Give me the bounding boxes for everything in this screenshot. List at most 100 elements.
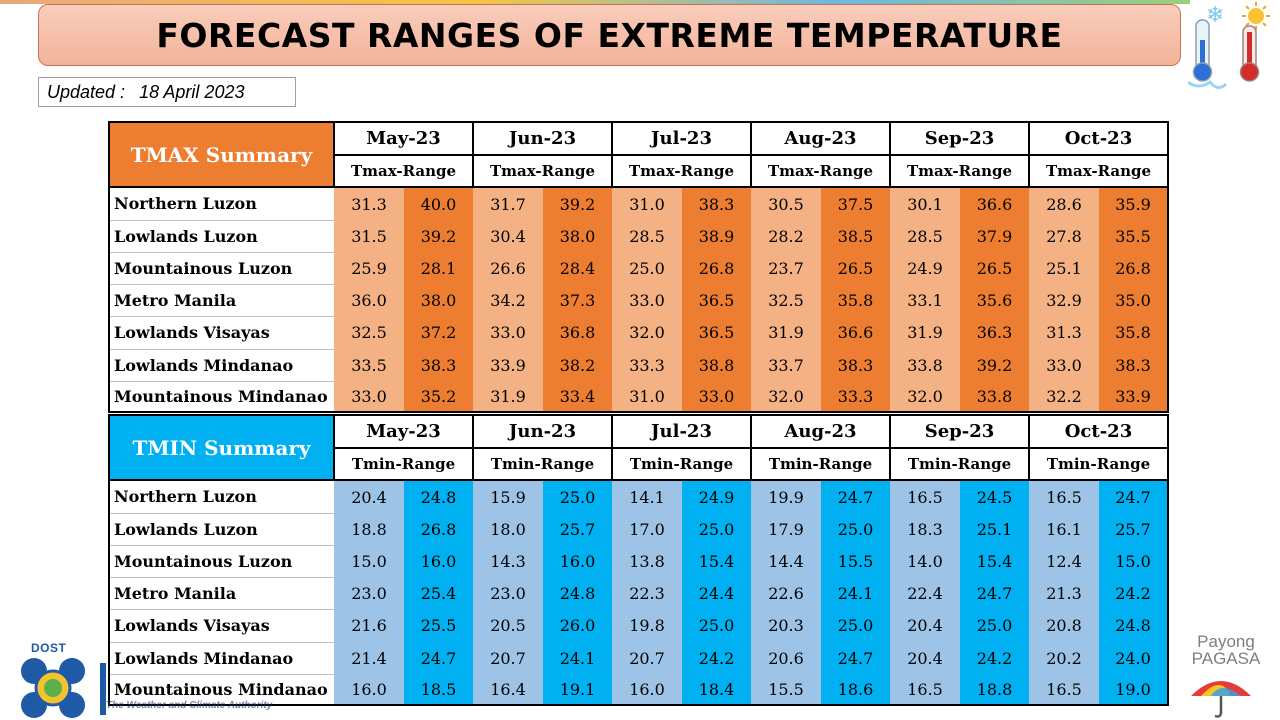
range-min-value: 13.8 [612, 545, 682, 577]
range-min-value: 32.5 [751, 284, 821, 316]
range-min-value: 17.0 [612, 513, 682, 545]
range-max-value: 24.7 [821, 480, 890, 513]
tmin-month-header: Sep-23 [889, 414, 1030, 449]
region-name: Mountainous Luzon [108, 545, 334, 578]
region-name: Mountainous Mindanao [108, 674, 334, 706]
range-min-value: 31.5 [334, 220, 404, 252]
tmax-month-header: Jun-23 [472, 121, 613, 156]
range-max-value: 19.0 [1099, 674, 1169, 706]
range-min-value: 14.3 [473, 545, 543, 577]
range-max-value: 38.9 [682, 220, 751, 252]
range-min-value: 21.3 [1029, 577, 1099, 609]
range-min-value: 31.7 [473, 187, 543, 220]
range-max-value: 35.5 [1099, 220, 1169, 252]
range-min-value: 20.4 [890, 609, 960, 642]
range-max-value: 18.8 [960, 674, 1029, 706]
tmax-range-header: Tmax-Range [333, 154, 474, 188]
range-min-value: 14.0 [890, 545, 960, 577]
range-max-value: 38.2 [543, 349, 612, 381]
range-max-value: 15.4 [960, 545, 1029, 577]
range-max-value: 25.5 [404, 609, 473, 642]
range-max-value: 16.0 [404, 545, 473, 577]
table-row: Northern Luzon 20.4 24.8 15.9 25.0 14.1 24.9 19… [108, 480, 1169, 514]
updated-label: Updated : [47, 82, 126, 102]
range-min-value: 28.5 [612, 220, 682, 252]
range-max-value: 35.2 [404, 381, 473, 413]
range-min-value: 33.1 [890, 284, 960, 316]
range-min-value: 16.5 [1029, 480, 1099, 513]
range-max-value: 24.5 [960, 480, 1029, 513]
range-min-value: 20.8 [1029, 609, 1099, 642]
tmax-summary-label: TMAX Summary [108, 121, 335, 188]
range-max-value: 28.1 [404, 252, 473, 284]
region-name: Mountainous Mindanao [108, 381, 334, 413]
range-max-value: 35.8 [821, 284, 890, 316]
range-max-value: 33.8 [960, 381, 1029, 413]
tmin-month-header: Oct-23 [1028, 414, 1169, 449]
tmax-range-header: Tmax-Range [889, 154, 1030, 188]
range-max-value: 25.0 [821, 513, 890, 545]
range-min-value: 33.0 [1029, 349, 1099, 381]
range-max-value: 33.4 [543, 381, 612, 413]
range-max-value: 25.0 [682, 513, 751, 545]
table-row: Lowlands Luzon 31.5 39.2 30.4 38.0 28.5 38.9 28… [108, 220, 1169, 253]
range-max-value: 26.5 [960, 252, 1029, 284]
range-min-value: 18.0 [473, 513, 543, 545]
range-min-value: 36.0 [334, 284, 404, 316]
pagasa-line1: Payong [1197, 632, 1255, 651]
title-banner: FORECAST RANGES OF EXTREME TEMPERATURE [38, 4, 1181, 66]
range-max-value: 37.5 [821, 187, 890, 220]
range-min-value: 33.0 [334, 381, 404, 413]
range-max-value: 28.4 [543, 252, 612, 284]
region-name: Lowlands Luzon [108, 220, 334, 253]
tmax-range-header: Tmax-Range [750, 154, 891, 188]
range-max-value: 25.4 [404, 577, 473, 609]
table-row: Mountainous Mindanao 16.0 18.5 16.4 19.1 16.0… [108, 674, 1169, 706]
range-max-value: 33.0 [682, 381, 751, 413]
range-min-value: 18.3 [890, 513, 960, 545]
range-min-value: 31.3 [1029, 316, 1099, 349]
tmin-summary-table: TMIN Summary May-23 Jun-23 Jul-23 Aug-23 Sep-… [108, 414, 1169, 706]
region-name: Metro Manila [108, 577, 334, 610]
range-min-value: 19.9 [751, 480, 821, 513]
range-max-value: 37.2 [404, 316, 473, 349]
range-min-value: 30.4 [473, 220, 543, 252]
thermometer-icons: ❄ [1188, 2, 1270, 89]
range-max-value: 25.7 [1099, 513, 1169, 545]
range-max-value: 35.6 [960, 284, 1029, 316]
range-max-value: 15.0 [1099, 545, 1169, 577]
range-min-value: 33.9 [473, 349, 543, 381]
page-title: FORECAST RANGES OF EXTREME TEMPERATURE [156, 15, 1063, 55]
range-max-value: 26.8 [404, 513, 473, 545]
region-name: Metro Manila [108, 284, 334, 317]
tmin-range-header: Tmin-Range [472, 447, 613, 481]
range-min-value: 32.0 [751, 381, 821, 413]
tmax-summary-table: TMAX Summary May-23 Jun-23 Jul-23 Aug-23 Sep-… [108, 121, 1169, 413]
table-row: Mountainous Luzon 25.9 28.1 26.6 28.4 25.0 26.… [108, 252, 1169, 285]
range-min-value: 22.4 [890, 577, 960, 609]
range-min-value: 32.0 [612, 316, 682, 349]
range-max-value: 15.5 [821, 545, 890, 577]
range-max-value: 26.0 [543, 609, 612, 642]
updated-date: 18 April 2023 [139, 82, 245, 102]
range-max-value: 38.3 [682, 187, 751, 220]
region-name: Lowlands Luzon [108, 513, 334, 546]
range-min-value: 16.0 [612, 674, 682, 706]
tmax-month-header: Oct-23 [1028, 121, 1169, 156]
range-max-value: 38.8 [682, 349, 751, 381]
range-min-value: 27.8 [1029, 220, 1099, 252]
range-max-value: 36.8 [543, 316, 612, 349]
range-min-value: 20.6 [751, 642, 821, 674]
range-max-value: 25.1 [960, 513, 1029, 545]
range-max-value: 38.3 [821, 349, 890, 381]
range-max-value: 18.4 [682, 674, 751, 706]
tmax-range-header: Tmax-Range [472, 154, 613, 188]
range-max-value: 24.8 [404, 480, 473, 513]
tmin-range-header: Tmin-Range [333, 447, 474, 481]
region-name: Northern Luzon [108, 480, 334, 514]
dost-logo [21, 658, 106, 718]
range-max-value: 18.5 [404, 674, 473, 706]
range-min-value: 16.5 [1029, 674, 1099, 706]
range-max-value: 39.2 [960, 349, 1029, 381]
range-max-value: 36.6 [960, 187, 1029, 220]
